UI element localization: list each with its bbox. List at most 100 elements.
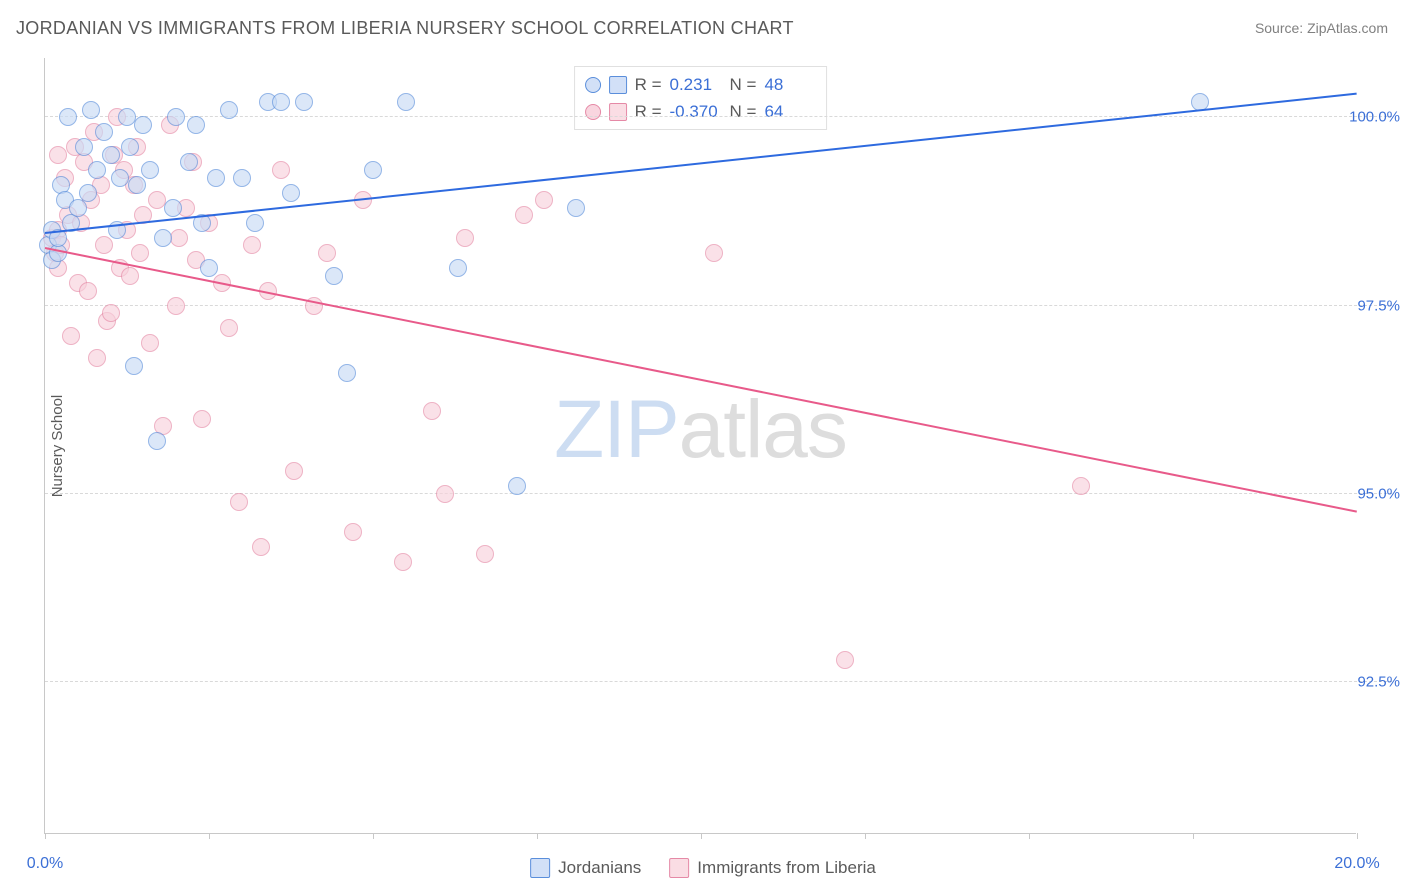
scatter-point	[111, 169, 129, 187]
scatter-point	[128, 176, 146, 194]
scatter-point	[456, 229, 474, 247]
scatter-point	[705, 244, 723, 262]
scatter-point	[344, 523, 362, 541]
scatter-point	[394, 553, 412, 571]
square-icon	[609, 103, 627, 121]
square-icon	[609, 76, 627, 94]
r-label: R =	[635, 71, 662, 98]
scatter-point	[836, 651, 854, 669]
scatter-point	[243, 236, 261, 254]
scatter-point	[88, 161, 106, 179]
x-tick	[865, 833, 866, 839]
scatter-point	[69, 199, 87, 217]
scatter-point	[141, 161, 159, 179]
scatter-point	[282, 184, 300, 202]
scatter-point	[272, 161, 290, 179]
gridline	[45, 681, 1392, 682]
scatter-point	[49, 146, 67, 164]
legend-bottom: Jordanians Immigrants from Liberia	[530, 858, 876, 878]
r-value: 0.231	[670, 71, 722, 98]
x-tick	[1357, 833, 1358, 839]
chart-container: { "title": "JORDANIAN VS IMMIGRANTS FROM…	[0, 0, 1406, 892]
watermark-part2: atlas	[679, 384, 847, 475]
scatter-point	[246, 214, 264, 232]
scatter-point	[1072, 477, 1090, 495]
x-tick	[209, 833, 210, 839]
scatter-point	[148, 432, 166, 450]
scatter-point	[272, 93, 290, 111]
scatter-point	[141, 334, 159, 352]
scatter-point	[364, 161, 382, 179]
scatter-point	[125, 357, 143, 375]
scatter-point	[515, 206, 533, 224]
scatter-point	[154, 229, 172, 247]
scatter-point	[164, 199, 182, 217]
scatter-point	[121, 267, 139, 285]
x-tick	[701, 833, 702, 839]
scatter-point	[88, 349, 106, 367]
legend-item-liberia: Immigrants from Liberia	[669, 858, 876, 878]
legend-item-jordanians: Jordanians	[530, 858, 641, 878]
n-value: 64	[764, 98, 816, 125]
circle-icon	[585, 104, 601, 120]
scatter-point	[134, 116, 152, 134]
scatter-point	[325, 267, 343, 285]
scatter-point	[121, 138, 139, 156]
chart-source: Source: ZipAtlas.com	[1255, 20, 1388, 36]
x-tick	[45, 833, 46, 839]
chart-title: JORDANIAN VS IMMIGRANTS FROM LIBERIA NUR…	[16, 18, 794, 39]
watermark: ZIPatlas	[554, 383, 847, 477]
trend-line	[45, 247, 1357, 513]
square-icon	[530, 858, 550, 878]
scatter-point	[95, 236, 113, 254]
scatter-point	[230, 493, 248, 511]
y-tick-label: 92.5%	[1357, 674, 1400, 691]
scatter-point	[397, 93, 415, 111]
scatter-point	[449, 259, 467, 277]
scatter-point	[62, 327, 80, 345]
scatter-point	[79, 184, 97, 202]
scatter-point	[131, 244, 149, 262]
scatter-point	[82, 101, 100, 119]
x-tick	[1029, 833, 1030, 839]
scatter-point	[207, 169, 225, 187]
n-label: N =	[730, 98, 757, 125]
scatter-point	[200, 259, 218, 277]
scatter-point	[79, 282, 97, 300]
x-tick	[373, 833, 374, 839]
circle-icon	[585, 77, 601, 93]
x-tick	[537, 833, 538, 839]
r-label: R =	[635, 98, 662, 125]
stats-row-jordanians: R = 0.231 N = 48	[585, 71, 817, 98]
y-tick-label: 97.5%	[1357, 297, 1400, 314]
scatter-point	[187, 116, 205, 134]
x-tick-label: 20.0%	[1334, 855, 1379, 873]
x-tick	[1193, 833, 1194, 839]
gridline	[45, 493, 1392, 494]
scatter-point	[436, 485, 454, 503]
scatter-point	[233, 169, 251, 187]
scatter-point	[423, 402, 441, 420]
scatter-point	[295, 93, 313, 111]
scatter-point	[567, 199, 585, 217]
y-tick-label: 95.0%	[1357, 485, 1400, 502]
scatter-point	[102, 146, 120, 164]
stats-box: R = 0.231 N = 48 R = -0.370 N = 64	[574, 66, 828, 130]
x-tick-label: 0.0%	[27, 855, 63, 873]
scatter-point	[220, 319, 238, 337]
scatter-point	[95, 123, 113, 141]
scatter-point	[59, 108, 77, 126]
scatter-point	[220, 101, 238, 119]
scatter-point	[285, 462, 303, 480]
scatter-point	[118, 108, 136, 126]
scatter-point	[193, 410, 211, 428]
scatter-point	[167, 108, 185, 126]
gridline	[45, 116, 1392, 117]
scatter-point	[167, 297, 185, 315]
scatter-point	[318, 244, 336, 262]
scatter-point	[75, 138, 93, 156]
scatter-point	[102, 304, 120, 322]
gridline	[45, 305, 1392, 306]
scatter-point	[535, 191, 553, 209]
scatter-point	[338, 364, 356, 382]
